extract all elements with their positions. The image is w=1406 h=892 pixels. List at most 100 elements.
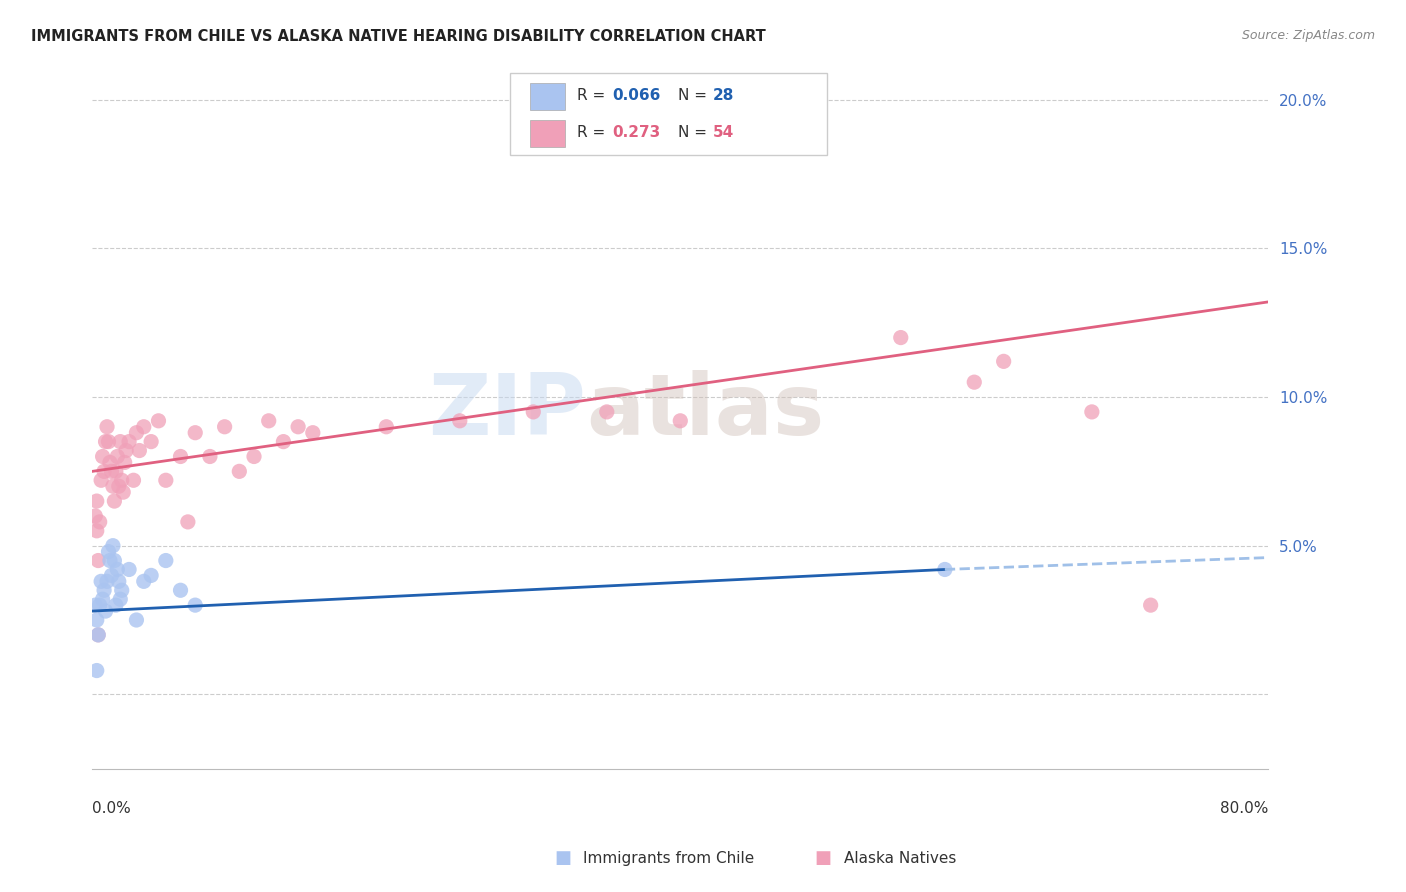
- Point: [89, 515, 111, 529]
- Point: [90, 473, 112, 487]
- Point: [125, 425, 148, 440]
- Text: atlas: atlas: [586, 370, 824, 453]
- Point: [214, 419, 236, 434]
- Point: [963, 375, 986, 389]
- Text: ZIP: ZIP: [429, 370, 586, 453]
- Point: [100, 568, 122, 582]
- Point: [107, 479, 129, 493]
- Point: [105, 450, 128, 464]
- Point: [111, 583, 134, 598]
- Point: [101, 539, 124, 553]
- Point: [110, 434, 132, 449]
- Point: [89, 598, 111, 612]
- Point: [125, 613, 148, 627]
- Point: [87, 553, 110, 567]
- Point: [93, 464, 115, 478]
- Point: [139, 568, 162, 582]
- Point: [87, 628, 110, 642]
- Text: ■: ■: [554, 849, 571, 867]
- Point: [257, 414, 280, 428]
- Point: [155, 473, 177, 487]
- Text: R =: R =: [576, 126, 610, 140]
- Text: 54: 54: [713, 126, 734, 140]
- Point: [104, 598, 127, 612]
- Point: [91, 592, 114, 607]
- Point: [155, 553, 177, 567]
- Text: Alaska Natives: Alaska Natives: [844, 851, 956, 865]
- Point: [115, 443, 138, 458]
- Point: [94, 434, 117, 449]
- Point: [98, 455, 121, 469]
- FancyBboxPatch shape: [530, 83, 565, 110]
- Point: [132, 419, 155, 434]
- Point: [198, 450, 221, 464]
- Point: [86, 613, 108, 627]
- Text: 28: 28: [713, 88, 734, 103]
- Point: [375, 419, 398, 434]
- Point: [934, 562, 956, 576]
- Point: [122, 473, 145, 487]
- Point: [273, 434, 295, 449]
- Point: [1081, 405, 1104, 419]
- Point: [101, 479, 124, 493]
- Point: [86, 524, 108, 538]
- Point: [94, 604, 117, 618]
- Text: N =: N =: [678, 126, 711, 140]
- Text: Immigrants from Chile: Immigrants from Chile: [583, 851, 755, 865]
- Point: [110, 592, 132, 607]
- Point: [86, 494, 108, 508]
- Point: [132, 574, 155, 589]
- Point: [105, 562, 128, 576]
- Point: [118, 434, 141, 449]
- Point: [91, 450, 114, 464]
- Text: R =: R =: [576, 88, 610, 103]
- Point: [90, 574, 112, 589]
- Point: [114, 455, 136, 469]
- Text: N =: N =: [678, 88, 711, 103]
- Point: [112, 485, 135, 500]
- Point: [522, 405, 544, 419]
- FancyBboxPatch shape: [530, 120, 565, 147]
- Text: ■: ■: [814, 849, 831, 867]
- Point: [1139, 598, 1161, 612]
- Point: [993, 354, 1015, 368]
- Point: [169, 583, 191, 598]
- Point: [596, 405, 619, 419]
- Point: [139, 434, 162, 449]
- Point: [228, 464, 250, 478]
- Point: [177, 515, 200, 529]
- Text: 0.066: 0.066: [612, 88, 661, 103]
- Point: [148, 414, 170, 428]
- Point: [184, 425, 207, 440]
- Point: [118, 562, 141, 576]
- Point: [84, 598, 107, 612]
- Point: [98, 553, 121, 567]
- Point: [669, 414, 692, 428]
- Point: [107, 574, 129, 589]
- FancyBboxPatch shape: [510, 73, 827, 155]
- Point: [128, 443, 150, 458]
- Point: [169, 450, 191, 464]
- Text: Source: ZipAtlas.com: Source: ZipAtlas.com: [1241, 29, 1375, 42]
- Point: [801, 122, 824, 136]
- Point: [184, 598, 207, 612]
- Point: [890, 330, 912, 344]
- Point: [96, 574, 118, 589]
- Point: [86, 664, 108, 678]
- Point: [287, 419, 309, 434]
- Point: [449, 414, 471, 428]
- Point: [301, 425, 323, 440]
- Text: 80.0%: 80.0%: [1220, 801, 1268, 816]
- Text: IMMIGRANTS FROM CHILE VS ALASKA NATIVE HEARING DISABILITY CORRELATION CHART: IMMIGRANTS FROM CHILE VS ALASKA NATIVE H…: [31, 29, 766, 44]
- Point: [103, 553, 125, 567]
- Point: [96, 419, 118, 434]
- Point: [111, 473, 134, 487]
- Point: [97, 544, 120, 558]
- Text: 0.273: 0.273: [612, 126, 661, 140]
- Text: 0.0%: 0.0%: [93, 801, 131, 816]
- Point: [104, 464, 127, 478]
- Point: [87, 628, 110, 642]
- Point: [97, 434, 120, 449]
- Point: [93, 583, 115, 598]
- Point: [243, 450, 266, 464]
